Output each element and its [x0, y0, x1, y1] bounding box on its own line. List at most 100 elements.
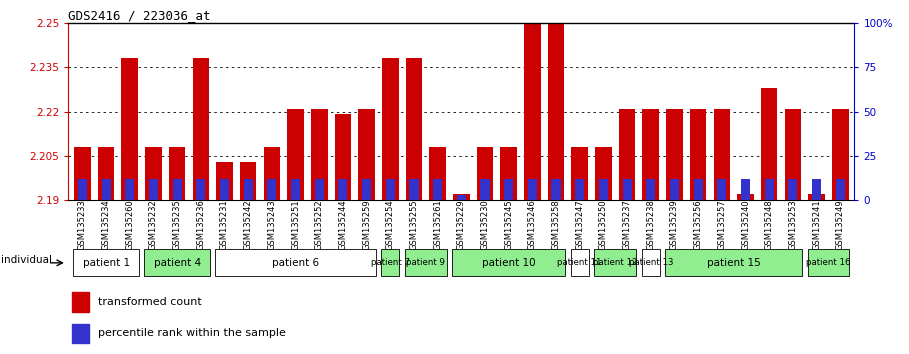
Text: patient 13: patient 13: [628, 258, 673, 267]
Bar: [267, 179, 276, 200]
Text: GSM135256: GSM135256: [694, 199, 703, 250]
Bar: [98, 147, 115, 200]
Text: GSM135235: GSM135235: [173, 199, 182, 250]
Bar: [572, 147, 588, 200]
Bar: [125, 179, 135, 200]
Text: GDS2416 / 223036_at: GDS2416 / 223036_at: [68, 9, 211, 22]
Text: GSM135243: GSM135243: [267, 199, 276, 250]
Bar: [215, 249, 375, 276]
Bar: [642, 249, 660, 276]
Bar: [78, 179, 87, 200]
Text: GSM135255: GSM135255: [409, 199, 418, 250]
Bar: [481, 179, 490, 200]
Bar: [623, 179, 632, 200]
Text: patient 6: patient 6: [272, 258, 319, 268]
Bar: [102, 179, 111, 200]
Text: GSM135238: GSM135238: [646, 199, 655, 250]
Bar: [315, 179, 324, 200]
Bar: [381, 249, 399, 276]
Bar: [220, 179, 229, 200]
Text: GSM135231: GSM135231: [220, 199, 229, 250]
Text: patient 11: patient 11: [557, 258, 602, 267]
Text: GSM135237: GSM135237: [623, 199, 632, 250]
Bar: [409, 179, 418, 200]
Text: transformed count: transformed count: [98, 297, 202, 307]
Bar: [74, 249, 139, 276]
Bar: [72, 324, 89, 343]
Text: individual: individual: [1, 255, 53, 265]
Bar: [169, 147, 185, 200]
Bar: [575, 179, 584, 200]
Bar: [666, 109, 683, 200]
Bar: [665, 249, 802, 276]
Bar: [453, 249, 565, 276]
Bar: [670, 179, 679, 200]
Text: GSM135241: GSM135241: [812, 199, 821, 250]
Text: patient 10: patient 10: [482, 258, 535, 268]
Text: GSM135236: GSM135236: [196, 199, 205, 250]
Bar: [122, 58, 138, 200]
Bar: [500, 147, 517, 200]
Text: patient 4: patient 4: [154, 258, 201, 268]
Bar: [835, 179, 844, 200]
Bar: [714, 109, 730, 200]
Bar: [358, 109, 375, 200]
Bar: [433, 179, 442, 200]
Bar: [832, 109, 848, 200]
Bar: [382, 58, 398, 200]
Bar: [244, 179, 253, 200]
Text: GSM135240: GSM135240: [741, 199, 750, 250]
Bar: [717, 179, 726, 200]
Text: GSM135233: GSM135233: [78, 199, 87, 250]
Text: patient 15: patient 15: [707, 258, 761, 268]
Bar: [812, 179, 821, 200]
Bar: [528, 179, 537, 200]
Text: GSM135252: GSM135252: [315, 199, 324, 250]
Bar: [405, 249, 446, 276]
Text: GSM135253: GSM135253: [788, 199, 797, 250]
Bar: [149, 179, 158, 200]
Bar: [216, 162, 233, 200]
Text: GSM135242: GSM135242: [244, 199, 253, 250]
Bar: [287, 109, 304, 200]
Text: GSM135250: GSM135250: [599, 199, 608, 250]
Bar: [385, 179, 395, 200]
Bar: [196, 179, 205, 200]
Bar: [784, 109, 801, 200]
Bar: [264, 147, 280, 200]
Text: GSM135244: GSM135244: [338, 199, 347, 250]
Text: patient 9: patient 9: [406, 258, 445, 267]
Text: GSM135251: GSM135251: [291, 199, 300, 250]
Bar: [595, 147, 612, 200]
Bar: [599, 179, 608, 200]
Bar: [524, 23, 541, 200]
Bar: [75, 147, 91, 200]
Bar: [145, 147, 162, 200]
Text: GSM135261: GSM135261: [433, 199, 442, 250]
Text: GSM135246: GSM135246: [528, 199, 537, 250]
Bar: [619, 109, 635, 200]
Bar: [808, 194, 824, 200]
Bar: [405, 58, 423, 200]
Bar: [240, 162, 256, 200]
Text: GSM135248: GSM135248: [764, 199, 774, 250]
Text: GSM135249: GSM135249: [835, 199, 844, 250]
Bar: [173, 179, 182, 200]
Bar: [594, 249, 636, 276]
Bar: [72, 292, 89, 312]
Text: patient 7: patient 7: [371, 258, 410, 267]
Bar: [476, 147, 494, 200]
Text: GSM135260: GSM135260: [125, 199, 135, 250]
Bar: [788, 179, 797, 200]
Text: GSM135245: GSM135245: [504, 199, 514, 250]
Text: GSM135257: GSM135257: [717, 199, 726, 250]
Text: patient 12: patient 12: [593, 258, 637, 267]
Bar: [643, 109, 659, 200]
Bar: [338, 179, 347, 200]
Bar: [548, 23, 564, 200]
Text: patient 1: patient 1: [83, 258, 130, 268]
Bar: [552, 179, 561, 200]
Bar: [456, 195, 466, 200]
Bar: [145, 249, 210, 276]
Text: GSM135229: GSM135229: [457, 199, 465, 250]
